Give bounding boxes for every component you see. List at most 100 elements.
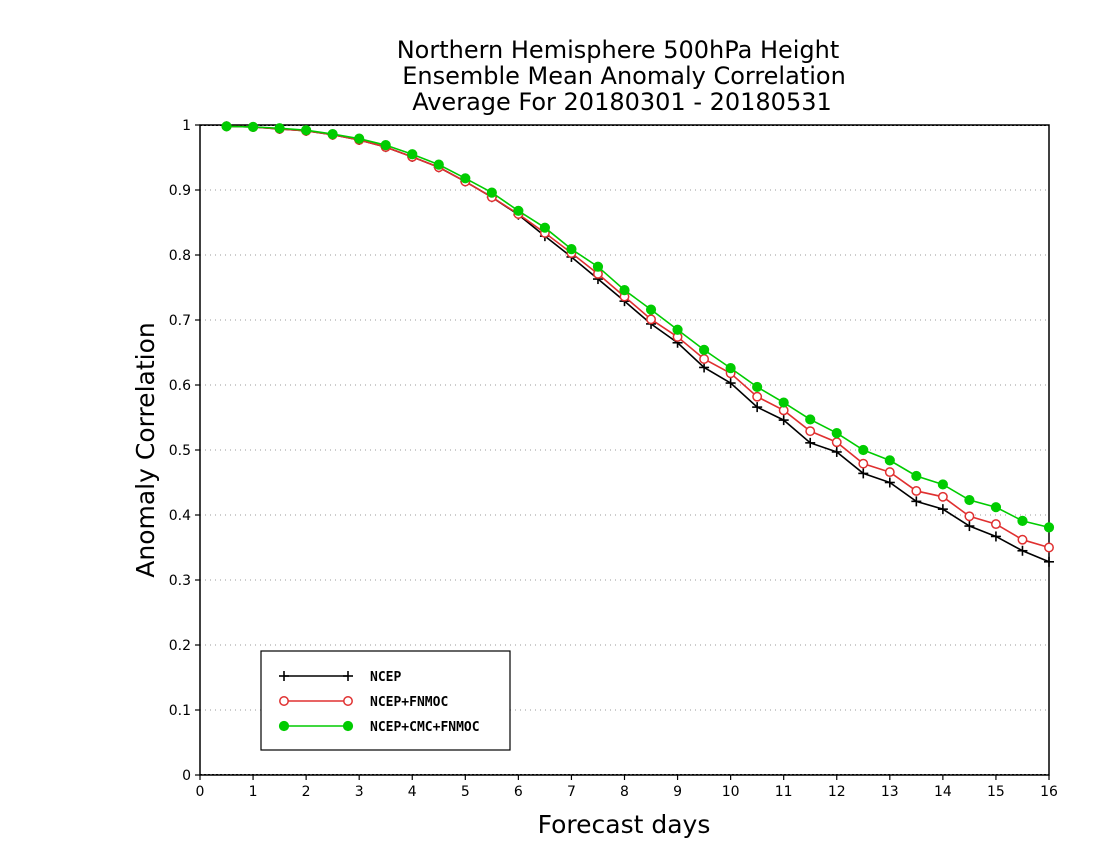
legend-label: NCEP (370, 670, 401, 685)
data-point (911, 470, 922, 482)
data-point (884, 477, 895, 488)
x-axis-title: Forecast days (538, 810, 711, 839)
legend-marker (343, 671, 353, 681)
x-tick-label: 14 (934, 784, 952, 800)
y-tick-label: 1 (182, 118, 191, 134)
title-line-1: Northern Hemisphere 500hPa Height (397, 36, 840, 64)
data-point (964, 511, 975, 522)
data-point (1044, 556, 1054, 567)
legend-label: NCEP+CMC+FNMOC (370, 720, 480, 735)
legend-marker (343, 696, 353, 706)
data-point (698, 344, 710, 355)
data-point (672, 324, 683, 335)
data-point (619, 285, 630, 296)
legend-marker (342, 720, 354, 732)
y-tick-label: 0.8 (169, 248, 191, 264)
x-tick-label: 7 (567, 784, 576, 800)
x-tick-label: 9 (673, 784, 682, 800)
y-tick-label: 0.1 (169, 703, 191, 719)
chart-title: Northern Hemisphere 500hPa Height Ensemb… (397, 36, 846, 116)
data-point (301, 125, 312, 136)
data-point (858, 444, 869, 456)
data-point (513, 205, 524, 216)
x-tick-label: 5 (461, 784, 470, 800)
data-point (380, 140, 391, 151)
data-point (937, 479, 948, 490)
data-point (646, 314, 656, 325)
data-point (778, 415, 789, 426)
y-tick-label: 0.4 (169, 508, 191, 524)
series-2 (221, 121, 1055, 533)
x-tick-label: 10 (722, 784, 740, 800)
y-tick-label: 0.6 (169, 378, 191, 394)
x-tick-label: 15 (987, 784, 1005, 800)
series-line (226, 125, 1050, 529)
data-point (407, 149, 418, 160)
data-point (752, 381, 763, 393)
series-0 (221, 121, 1054, 567)
y-tick-label: 0.5 (169, 443, 191, 459)
data-point (805, 414, 816, 425)
legend-entry: NCEP (279, 670, 401, 685)
data-point (937, 504, 948, 515)
data-point (592, 261, 604, 272)
data-point (805, 437, 816, 448)
legend-marker (278, 720, 290, 732)
y-tick-label: 0.7 (169, 313, 191, 329)
series-lines (221, 121, 1055, 567)
series-1 (221, 121, 1054, 553)
data-point (805, 426, 816, 437)
data-point (937, 491, 948, 502)
data-point (725, 363, 736, 374)
data-point (884, 467, 895, 478)
data-point (911, 486, 922, 496)
legend-entry: NCEP+FNMOC (279, 695, 448, 710)
x-tick-label: 6 (514, 784, 523, 800)
data-point (566, 244, 577, 255)
data-point (990, 519, 1001, 530)
x-tick-label: 0 (196, 784, 205, 800)
legend-marker (279, 696, 289, 706)
data-point (858, 468, 869, 479)
y-axis-ticks: 0 0.1 0.2 0.3 0.4 0.5 0.6 0.7 0.8 0.9 1 (169, 118, 200, 784)
title-line-3: Average For 20180301 - 20180531 (412, 88, 832, 116)
data-point (1044, 542, 1054, 553)
y-tick-label: 0 (182, 768, 191, 784)
x-tick-label: 4 (408, 784, 417, 800)
x-tick-label: 3 (355, 784, 364, 800)
y-tick-label: 0.3 (169, 573, 191, 589)
x-tick-label: 2 (302, 784, 311, 800)
data-point (354, 133, 365, 144)
x-tick-label: 8 (620, 784, 629, 800)
data-point (831, 428, 842, 439)
legend: NCEP NCEP+FNMOC NCEP+CMC+FNMOC (260, 650, 511, 751)
data-point (1017, 515, 1028, 526)
series-line (226, 125, 1050, 563)
data-point (699, 354, 710, 364)
x-axis-ticks: 0 1 2 3 4 5 6 7 8 9 10 11 12 13 14 15 16 (196, 775, 1058, 800)
y-tick-label: 0.2 (169, 638, 191, 654)
series-line (226, 125, 1050, 549)
grid-lines (200, 189, 1049, 711)
x-tick-label: 11 (775, 784, 793, 800)
data-point (752, 402, 763, 413)
data-point (1017, 545, 1028, 556)
x-tick-label: 16 (1040, 784, 1058, 800)
data-point (274, 123, 285, 134)
data-point (858, 458, 869, 469)
data-point (1043, 522, 1055, 533)
data-point (645, 304, 657, 315)
data-point (460, 173, 471, 184)
y-tick-label: 0.9 (169, 183, 191, 199)
data-point (486, 187, 497, 198)
data-point (831, 437, 842, 448)
data-point (699, 362, 710, 373)
data-point (964, 521, 975, 532)
x-tick-label: 12 (828, 784, 846, 800)
data-point (990, 531, 1001, 542)
data-point (221, 121, 232, 132)
data-point (539, 222, 551, 233)
data-point (911, 496, 922, 507)
